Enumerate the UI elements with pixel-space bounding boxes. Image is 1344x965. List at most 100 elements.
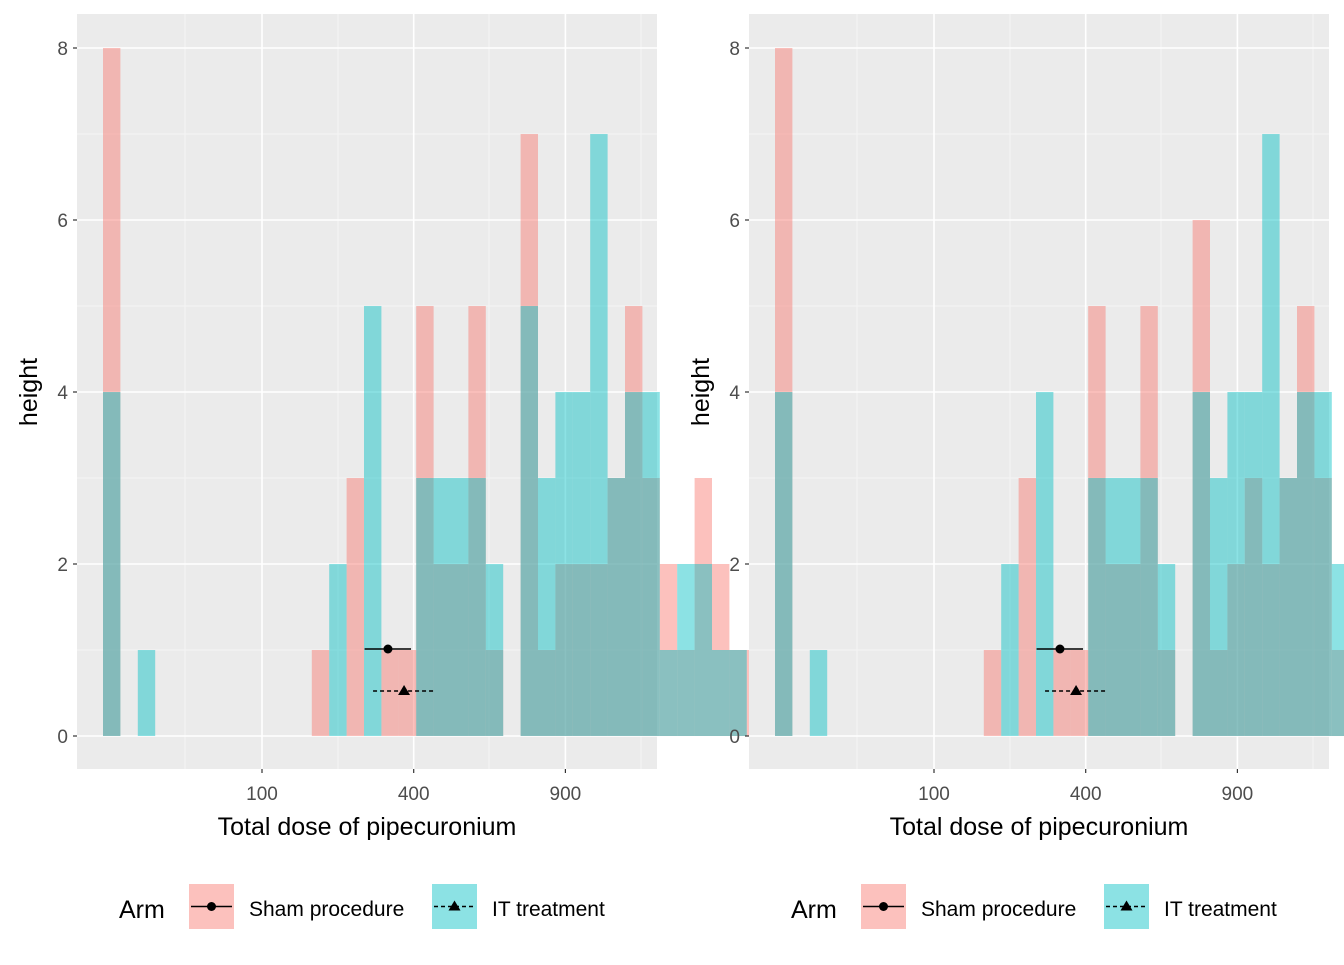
- histogram-bar: [311, 650, 330, 736]
- histogram-panel-2: 0 2 4 6 8 100 400 900 Total dose of pipecuronium…: [687, 14, 1344, 929]
- histogram-bar: [1192, 220, 1210, 736]
- histogram-bar: [677, 650, 695, 736]
- histogram-bar: [1140, 306, 1158, 736]
- histogram-bar: [329, 564, 347, 736]
- x-tick-label: 100: [918, 784, 950, 805]
- histogram-bar: [1123, 564, 1141, 736]
- y-tick-label: 0: [57, 727, 68, 748]
- histogram-bar: [625, 392, 643, 736]
- y-tick-label: 6: [729, 211, 740, 232]
- histogram-bar: [694, 478, 712, 736]
- histogram-bar: [1297, 306, 1315, 736]
- series-1-bars: [775, 134, 1344, 736]
- legend-key-point: [1120, 900, 1133, 911]
- histogram-bar: [103, 48, 121, 736]
- histogram-bar: [642, 478, 660, 736]
- histogram-bar: [1157, 564, 1176, 736]
- histogram-bar: [1001, 564, 1019, 736]
- histogram-bar: [416, 306, 434, 736]
- histogram-bar: [590, 564, 608, 736]
- histogram-bar: [416, 478, 434, 736]
- histogram-bar: [1018, 478, 1036, 736]
- histogram-bar: [1227, 392, 1245, 736]
- legend: Arm Sham procedure IT treatment: [119, 884, 605, 929]
- histogram-bar: [520, 134, 538, 736]
- histogram-bar: [712, 564, 730, 736]
- histogram-bar: [485, 564, 504, 736]
- y-tick-label: 4: [57, 383, 68, 404]
- histogram-bar: [1297, 392, 1315, 736]
- histogram-bar: [809, 650, 828, 736]
- histogram-bar: [451, 478, 469, 736]
- legend-title: Arm: [791, 896, 837, 924]
- legend-key-point: [207, 902, 216, 911]
- histogram-bar: [659, 564, 678, 736]
- histogram-bar: [468, 306, 486, 736]
- histogram-bar: [364, 306, 382, 736]
- histogram-panel-1: 0 2 4 6 8 100 400 900 Total dose of pipecuronium…: [15, 14, 782, 929]
- x-axis-title: Total dose of pipecuronium: [890, 813, 1189, 841]
- histogram-bar: [381, 650, 399, 736]
- y-tick-label: 2: [57, 555, 68, 576]
- histogram-bar: [485, 650, 504, 736]
- series-0-bars: [103, 48, 765, 736]
- histogram-bar: [1053, 650, 1071, 736]
- histogram-bar: [775, 48, 793, 736]
- histogram-bar: [642, 392, 660, 736]
- histogram-bar: [555, 392, 573, 736]
- histogram-bar: [625, 306, 643, 736]
- legend: Arm Sham procedure IT treatment: [791, 884, 1277, 929]
- y-tick-label: 6: [57, 211, 68, 232]
- histogram-bar: [433, 564, 451, 736]
- x-tick-label: 900: [1222, 784, 1254, 805]
- histogram-bar: [694, 564, 712, 736]
- histogram-bar: [1123, 478, 1141, 736]
- histogram-bar: [1036, 392, 1054, 736]
- histogram-bar: [1105, 478, 1123, 736]
- histogram-bar: [1314, 478, 1332, 736]
- y-axis-title: height: [15, 358, 43, 426]
- x-tick-label: 900: [550, 784, 582, 805]
- legend-label: Sham procedure: [921, 898, 1076, 921]
- x-tick-label: 100: [246, 784, 278, 805]
- legend-key-point: [448, 900, 461, 911]
- summary-point: [1070, 685, 1083, 695]
- histogram-bar: [677, 564, 695, 736]
- histogram-bar: [659, 650, 678, 736]
- histogram-bar: [1227, 564, 1245, 736]
- histogram-bar: [433, 478, 451, 736]
- histogram-bar: [103, 392, 121, 736]
- histogram-bar: [1157, 650, 1176, 736]
- summary-point: [383, 644, 393, 654]
- histogram-bar: [1262, 134, 1280, 736]
- x-tick-label: 400: [398, 784, 430, 805]
- histogram-bar: [1279, 478, 1297, 736]
- histogram-bar: [1210, 650, 1228, 736]
- histogram-bar: [451, 564, 469, 736]
- x-tick-label: 400: [1070, 784, 1102, 805]
- y-tick-label: 8: [57, 39, 68, 60]
- histogram-bar: [1331, 564, 1344, 736]
- histogram-bar: [538, 478, 556, 736]
- histogram-bar: [712, 650, 730, 736]
- histogram-bar: [1105, 564, 1123, 736]
- histogram-bar: [729, 650, 747, 736]
- histogram-bar: [1088, 306, 1106, 736]
- x-axis-title: Total dose of pipecuronium: [218, 813, 517, 841]
- y-tick-label: 0: [729, 727, 740, 748]
- histogram-bar: [555, 564, 573, 736]
- histogram-bar: [1244, 392, 1263, 736]
- histogram-bar: [1279, 478, 1297, 736]
- legend-title: Arm: [119, 896, 165, 924]
- histogram-bar: [1262, 564, 1280, 736]
- histogram-bar: [520, 306, 538, 736]
- histogram-bar: [1244, 478, 1263, 736]
- legend-label: IT treatment: [492, 898, 605, 921]
- summary-point: [1055, 644, 1065, 654]
- histogram-bar: [983, 650, 1002, 736]
- y-tick-label: 2: [729, 555, 740, 576]
- histogram-bar: [572, 392, 591, 736]
- histogram-bar: [572, 564, 591, 736]
